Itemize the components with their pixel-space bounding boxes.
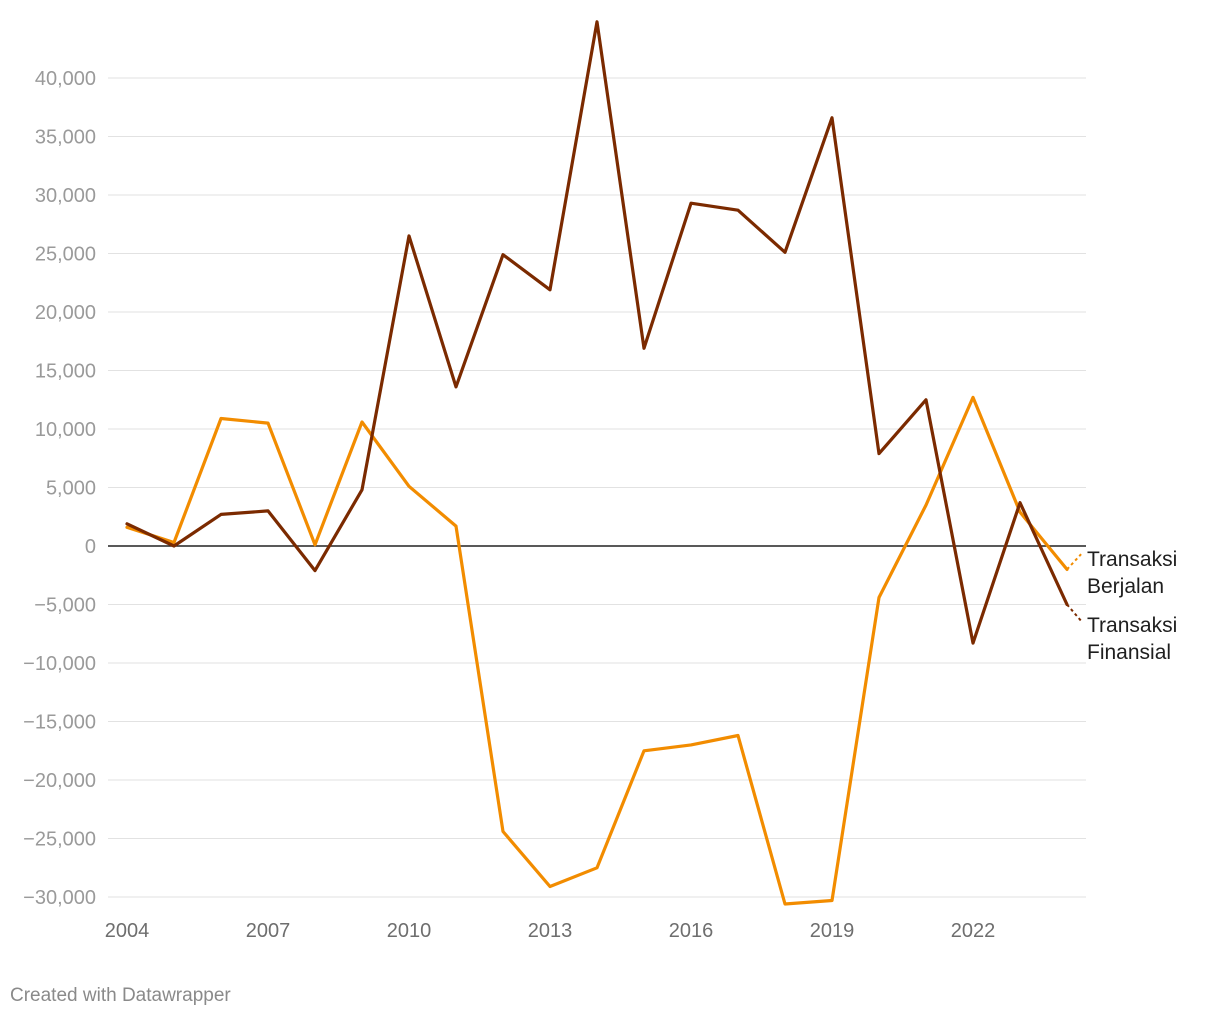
label-transaksi-berjalan: Transaksi — [1087, 548, 1177, 571]
series-labels: Transaksi Berjalan Transaksi Finansial — [1087, 548, 1177, 664]
gridlines — [108, 77, 1086, 898]
y-tick-label: −30,000 — [23, 887, 96, 909]
x-tick-label: 2013 — [528, 920, 573, 942]
y-tick-label: 20,000 — [35, 302, 96, 324]
x-tick-label: 2010 — [387, 920, 432, 942]
y-tick-label: 5,000 — [46, 478, 96, 500]
x-axis-ticks: 2004 2007 2010 2013 2016 2019 2022 — [105, 920, 996, 942]
y-tick-label: −5,000 — [34, 595, 96, 617]
y-tick-label: 30,000 — [35, 185, 96, 207]
series-projection — [1066, 603, 1082, 622]
y-tick-label: 10,000 — [35, 419, 96, 441]
y-tick-label: 25,000 — [35, 244, 96, 266]
series-line-transaksi-finansial — [125, 20, 1069, 645]
series-lines — [125, 20, 1082, 906]
x-tick-label: 2004 — [105, 920, 150, 942]
y-tick-label: 40,000 — [35, 68, 96, 90]
x-tick-label: 2022 — [951, 920, 996, 942]
y-axis-ticks: 40,000 35,000 30,000 25,000 20,000 15,000 10,0… — [23, 68, 96, 909]
x-tick-label: 2019 — [810, 920, 855, 942]
y-tick-label: 35,000 — [35, 127, 96, 149]
x-tick-label: 2007 — [246, 920, 291, 942]
line-chart: 40,000 35,000 30,000 25,000 20,000 15,000 10,0… — [23, 20, 1177, 942]
x-tick-label: 2016 — [669, 920, 714, 942]
datawrapper-credit: Created with Datawrapper — [10, 985, 231, 1006]
y-tick-label: 0 — [85, 536, 96, 558]
y-tick-label: −15,000 — [23, 712, 96, 734]
label-transaksi-finansial: Transaksi — [1087, 614, 1177, 637]
series-projection — [1066, 553, 1082, 571]
series-line-transaksi-berjalan — [125, 395, 1069, 906]
y-tick-label: −10,000 — [23, 653, 96, 675]
y-tick-label: −20,000 — [23, 770, 96, 792]
label-transaksi-finansial: Finansial — [1087, 641, 1171, 664]
label-transaksi-berjalan: Berjalan — [1087, 575, 1164, 598]
y-tick-label: 15,000 — [35, 361, 96, 383]
y-tick-label: −25,000 — [23, 829, 96, 851]
